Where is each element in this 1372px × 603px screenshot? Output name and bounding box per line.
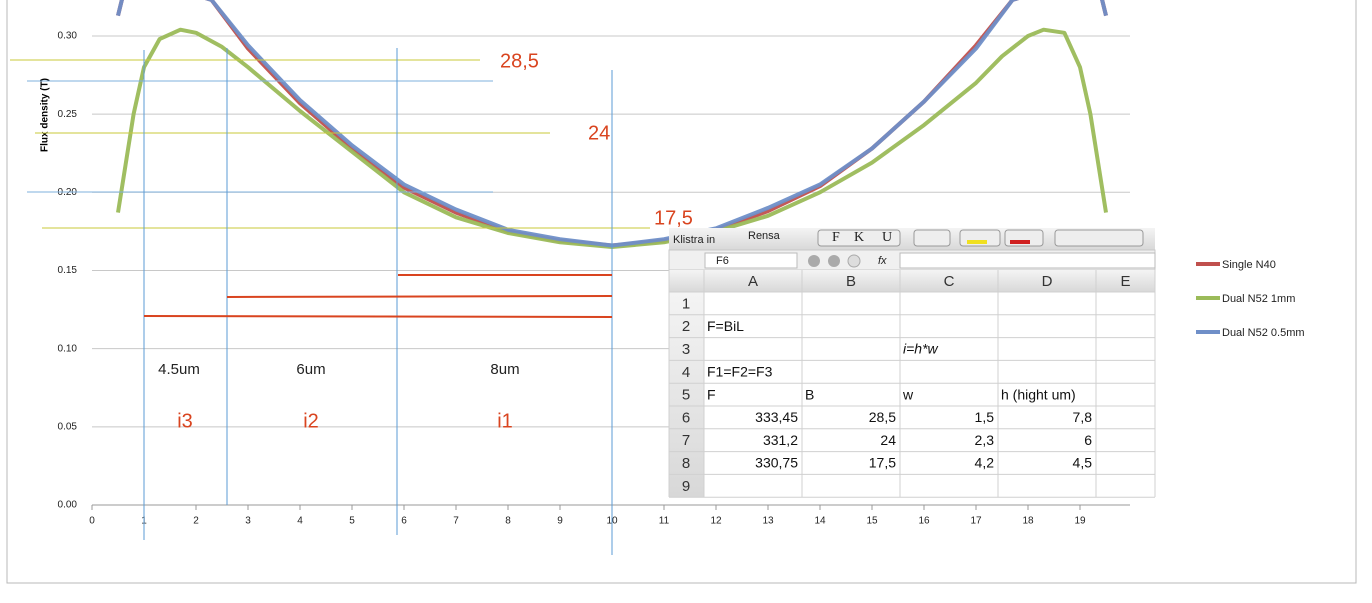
column-header: E bbox=[1120, 273, 1130, 290]
x-tick-label: 12 bbox=[710, 516, 722, 527]
x-tick-label: 2 bbox=[193, 516, 199, 527]
underline-button[interactable]: U bbox=[882, 230, 892, 245]
x-tick-label: 3 bbox=[245, 516, 251, 527]
x-tick-label: 19 bbox=[1074, 516, 1086, 527]
cancel-icon[interactable] bbox=[808, 255, 820, 267]
legend-label: Dual N52 0.5mm bbox=[1222, 327, 1305, 339]
row-header: 9 bbox=[682, 478, 690, 495]
fx-label: fx bbox=[878, 255, 887, 267]
legend-label: Single N40 bbox=[1222, 259, 1276, 271]
x-tick-label: 6 bbox=[401, 516, 407, 527]
name-box[interactable] bbox=[704, 252, 798, 269]
ann-line bbox=[143, 315, 613, 318]
row-header: 2 bbox=[682, 318, 690, 335]
row-header: 1 bbox=[682, 295, 690, 312]
x-tick-label: 16 bbox=[918, 516, 930, 527]
annotation: i3 bbox=[177, 410, 193, 432]
x-tick-label: 8 bbox=[505, 516, 511, 527]
row-header: 3 bbox=[682, 341, 690, 358]
font-style-group[interactable] bbox=[817, 229, 901, 247]
cell: F bbox=[707, 386, 716, 402]
row-header bbox=[669, 292, 704, 497]
annotation: 4.5um bbox=[158, 361, 200, 378]
row-header: 6 bbox=[682, 409, 690, 426]
x-tick-label: 9 bbox=[557, 516, 563, 527]
cell: F=BiL bbox=[707, 318, 744, 334]
cell: 24 bbox=[880, 432, 896, 448]
cell: 4,2 bbox=[975, 455, 995, 471]
column-header: A bbox=[748, 273, 758, 290]
formula-input[interactable] bbox=[899, 252, 1156, 269]
cell-ref: F6 bbox=[716, 255, 729, 267]
fill-swatch bbox=[967, 240, 987, 244]
align-group[interactable] bbox=[1054, 229, 1144, 247]
cell: 7,8 bbox=[1073, 409, 1093, 425]
annotation: 17,5 bbox=[654, 207, 693, 229]
x-tick-label: 11 bbox=[659, 516, 670, 527]
y-tick-label: 0.10 bbox=[58, 343, 78, 354]
y-axis-label: Flux density (T) bbox=[40, 78, 51, 152]
col-header bbox=[669, 270, 1155, 292]
x-tick-label: 14 bbox=[814, 516, 826, 527]
column-header: B bbox=[846, 273, 856, 290]
x-tick-label: 13 bbox=[762, 516, 774, 527]
cell: i=h*w bbox=[903, 341, 939, 357]
column-header: D bbox=[1042, 273, 1053, 290]
bold-button[interactable]: F bbox=[832, 230, 840, 245]
cell: 28,5 bbox=[869, 409, 896, 425]
x-tick-label: 4 bbox=[297, 516, 303, 527]
y-tick-label: 0.15 bbox=[58, 265, 78, 276]
toolbar-label[interactable]: Rensa bbox=[748, 230, 781, 242]
annotation: i1 bbox=[497, 410, 513, 432]
color-swatch bbox=[1010, 240, 1030, 244]
x-tick-label: 5 bbox=[349, 516, 355, 527]
cell: 330,75 bbox=[755, 455, 798, 471]
annotation: 6um bbox=[296, 361, 325, 378]
x-tick-label: 18 bbox=[1022, 516, 1034, 527]
cell: B bbox=[805, 386, 814, 402]
annotation: 8um bbox=[490, 361, 519, 378]
cell: 1,5 bbox=[975, 409, 995, 425]
y-tick-label: 0.00 bbox=[58, 500, 78, 511]
row-header: 4 bbox=[682, 364, 690, 381]
cell: 2,3 bbox=[975, 432, 995, 448]
ann-line bbox=[226, 295, 613, 298]
accept-icon[interactable] bbox=[828, 255, 840, 267]
y-tick-label: 0.30 bbox=[58, 31, 78, 42]
cell: w bbox=[902, 386, 914, 402]
y-tick-label: 0.25 bbox=[58, 109, 78, 120]
cell: F1=F2=F3 bbox=[707, 364, 773, 380]
legend-label: Dual N52 1mm bbox=[1222, 293, 1295, 305]
row-header: 5 bbox=[682, 387, 690, 404]
row-header: 8 bbox=[682, 455, 690, 472]
cell: 331,2 bbox=[763, 432, 798, 448]
italic-button[interactable]: K bbox=[854, 230, 864, 245]
column-header: C bbox=[944, 273, 955, 290]
x-tick-label: 7 bbox=[453, 516, 459, 527]
toolbar-label[interactable]: Klistra in bbox=[673, 234, 715, 246]
func-icon[interactable] bbox=[847, 254, 861, 268]
cell: 6 bbox=[1084, 432, 1092, 448]
cell: 17,5 bbox=[869, 455, 896, 471]
annotation: i2 bbox=[303, 410, 319, 432]
borders-button[interactable] bbox=[913, 229, 951, 247]
annotation: 28,5 bbox=[500, 50, 539, 72]
cell: 333,45 bbox=[755, 409, 798, 425]
row-header: 7 bbox=[682, 432, 690, 449]
x-tick-label: 0 bbox=[89, 516, 95, 527]
spreadsheet: Klistra in Rensa F K U F6 fx A B C D E12 F=Bi… bbox=[668, 228, 1156, 498]
y-tick-label: 0.05 bbox=[58, 421, 78, 432]
annotation: 24 bbox=[588, 122, 610, 144]
cell: 4,5 bbox=[1073, 455, 1093, 471]
x-tick-label: 17 bbox=[970, 516, 982, 527]
cell: h (hight um) bbox=[1001, 386, 1076, 402]
x-tick-label: 15 bbox=[866, 516, 878, 527]
